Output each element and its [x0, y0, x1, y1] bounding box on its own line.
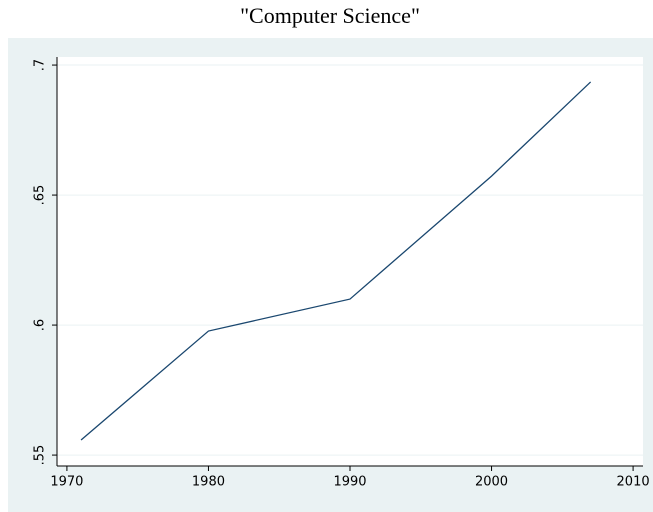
x-tick-label: 2010 [617, 475, 650, 490]
chart-title: "Computer Science" [240, 3, 420, 28]
y-tick-label: .55 [33, 445, 48, 466]
plot-region [57, 57, 643, 466]
x-tick-label: 1990 [333, 475, 366, 490]
y-tick-label: .6 [33, 319, 48, 331]
line [80, 81, 592, 441]
y-tick-label: .7 [33, 59, 48, 71]
y-tick-label: .65 [33, 185, 48, 206]
x-tick-label: 2000 [475, 475, 508, 490]
x-tick-label: 1970 [50, 475, 83, 490]
x-tick-label: 1980 [192, 475, 225, 490]
